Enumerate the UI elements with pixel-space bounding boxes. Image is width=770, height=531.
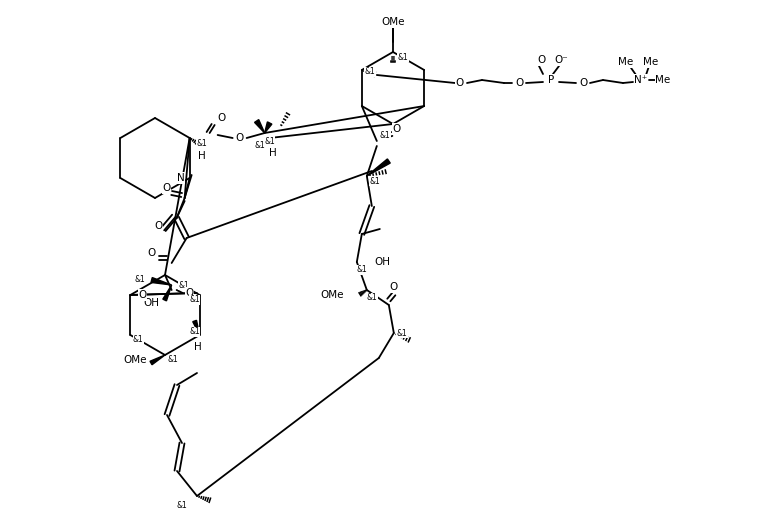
Polygon shape: [367, 159, 390, 176]
Polygon shape: [162, 285, 172, 301]
Polygon shape: [192, 320, 199, 335]
Polygon shape: [255, 119, 265, 133]
Text: &1: &1: [264, 136, 275, 145]
Text: OH: OH: [144, 298, 159, 308]
Text: &1: &1: [254, 141, 265, 150]
Text: Me: Me: [655, 75, 671, 85]
Text: H: H: [269, 148, 276, 158]
Text: O: O: [456, 78, 464, 88]
Text: Me: Me: [618, 57, 634, 67]
Polygon shape: [151, 278, 172, 285]
Text: O: O: [537, 55, 545, 65]
Text: O: O: [148, 248, 156, 258]
Text: &1: &1: [397, 53, 408, 62]
Text: &1: &1: [189, 295, 200, 304]
Text: H: H: [198, 151, 206, 161]
Text: &1: &1: [176, 501, 187, 510]
Text: &1: &1: [367, 294, 377, 303]
Text: &1: &1: [370, 176, 380, 185]
Text: O: O: [186, 288, 194, 298]
Text: OMe: OMe: [123, 355, 147, 365]
Text: O: O: [579, 78, 587, 88]
Text: &1: &1: [380, 132, 390, 141]
Text: O: O: [139, 290, 146, 300]
Text: OMe: OMe: [381, 17, 405, 27]
Text: &1: &1: [397, 329, 407, 338]
Text: O: O: [390, 282, 398, 292]
Text: H: H: [194, 342, 202, 352]
Text: O: O: [217, 113, 226, 123]
Text: &1: &1: [189, 328, 200, 337]
Text: &1: &1: [168, 355, 179, 364]
Text: &1: &1: [134, 276, 145, 285]
Polygon shape: [265, 122, 272, 133]
Text: OMe: OMe: [320, 290, 344, 300]
Text: &1: &1: [179, 280, 189, 289]
Text: &1: &1: [196, 139, 207, 148]
Text: O: O: [162, 183, 171, 193]
Text: P: P: [548, 75, 554, 85]
Text: N⁺: N⁺: [634, 75, 648, 85]
Text: O: O: [393, 124, 401, 134]
Text: &1: &1: [364, 67, 375, 76]
Text: &1: &1: [357, 266, 367, 275]
Text: O: O: [155, 221, 162, 231]
Polygon shape: [150, 355, 165, 365]
Text: O: O: [236, 133, 244, 143]
Text: O: O: [515, 78, 523, 88]
Text: Me: Me: [644, 57, 658, 67]
Text: N: N: [177, 173, 185, 183]
Text: O⁻: O⁻: [554, 55, 568, 65]
Text: &1: &1: [133, 336, 144, 345]
Text: OH: OH: [375, 257, 391, 267]
